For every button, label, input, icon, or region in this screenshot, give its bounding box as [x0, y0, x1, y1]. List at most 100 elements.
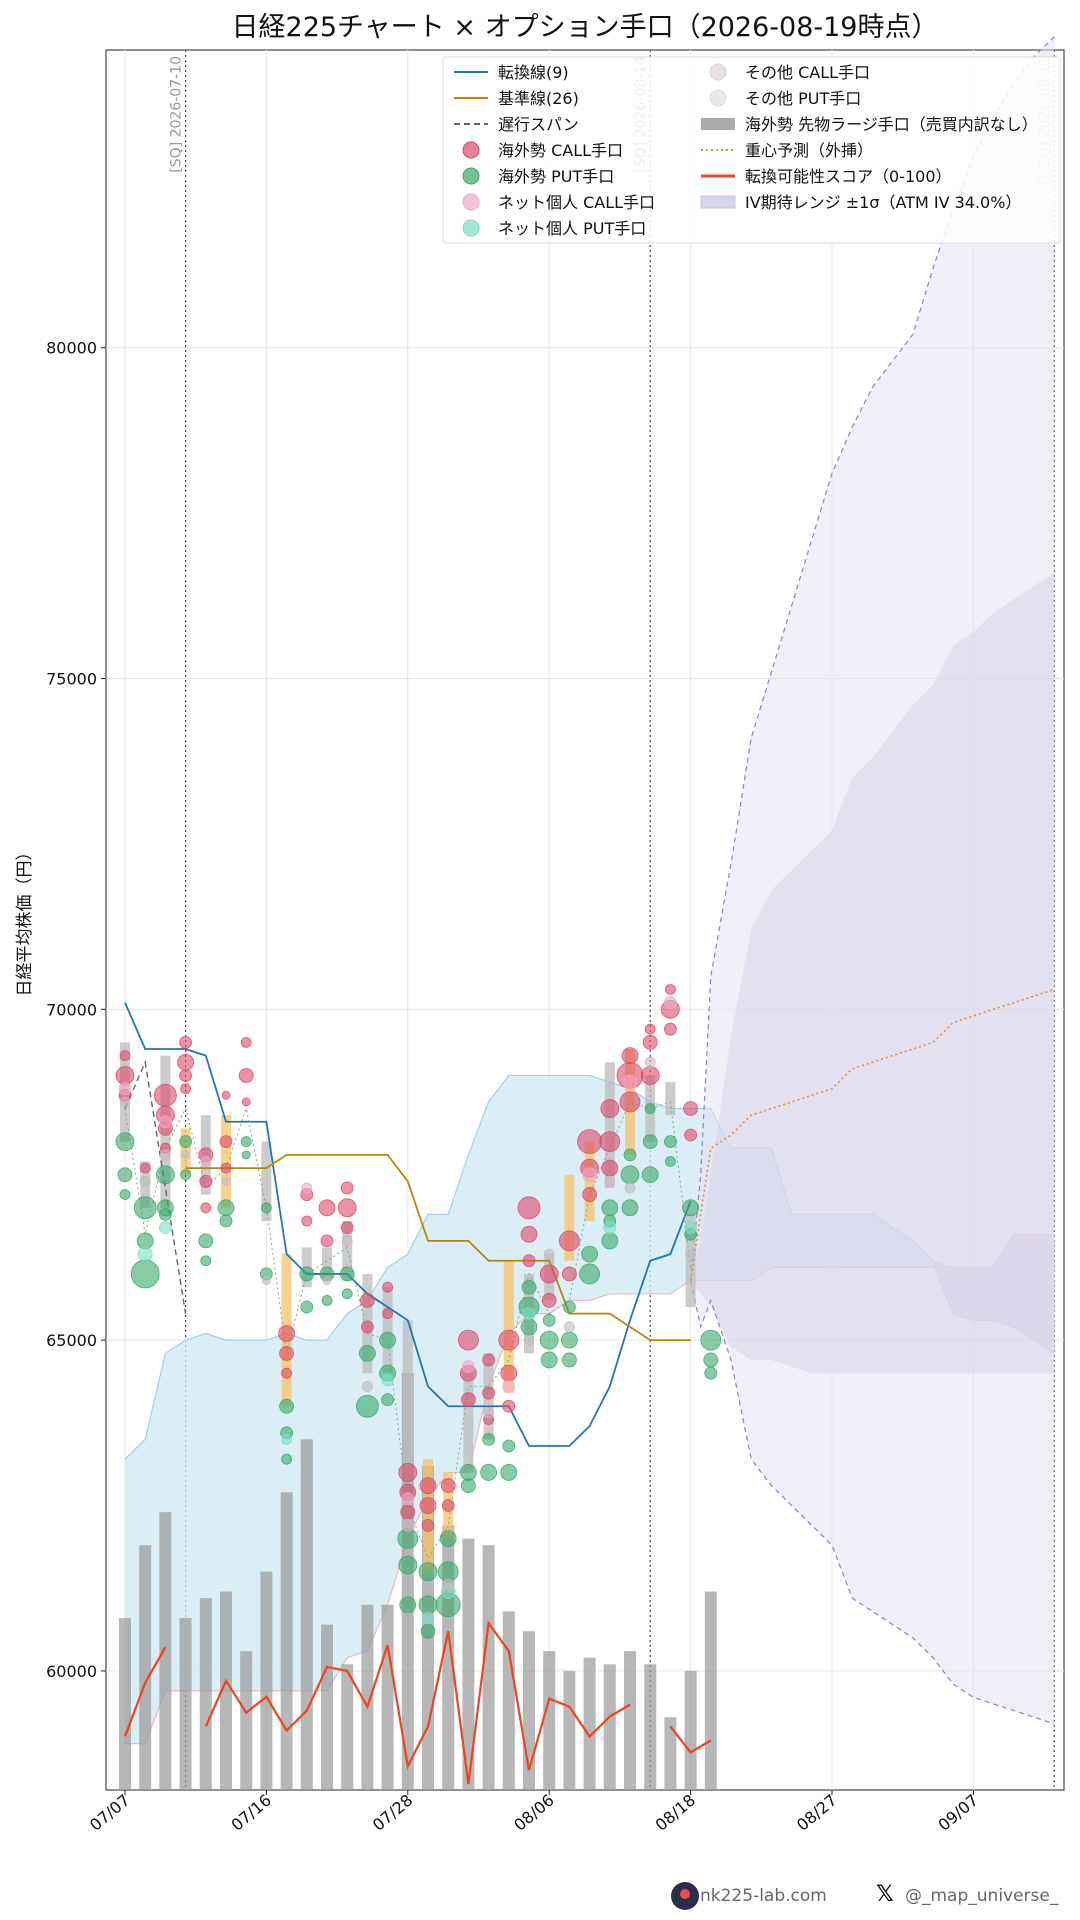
score-line: [204, 1620, 631, 1785]
option-dot: [278, 1325, 296, 1342]
option-dot: [641, 1166, 659, 1184]
option-dot: [421, 1611, 435, 1625]
option-dot: [220, 1162, 232, 1174]
option-dot: [563, 1300, 576, 1314]
option-dot: [198, 1233, 214, 1249]
option-dot: [619, 1091, 641, 1113]
option-dot: [119, 1096, 131, 1108]
option-dot: [522, 1307, 536, 1321]
option-dot: [360, 1320, 374, 1334]
futures-bar: [704, 1591, 717, 1790]
option-dot: [644, 1103, 656, 1114]
option-dot: [682, 1199, 699, 1217]
option-dot: [520, 1225, 538, 1243]
legend-swatch: [462, 141, 480, 159]
option-dot: [299, 1266, 315, 1282]
footer-site[interactable]: nk225-lab.com: [700, 1886, 827, 1906]
futures-bar: [664, 1717, 677, 1790]
option-dot: [200, 1202, 212, 1214]
kijun-line: [185, 1153, 691, 1342]
option-dot: [579, 1263, 600, 1285]
legend-swatch: [462, 219, 480, 237]
legend-label: ネット個人 CALL手口: [498, 193, 655, 212]
option-dot: [260, 1202, 272, 1214]
chart-title: 日経225チャート × オプション手口（2026-08-19時点）: [232, 12, 939, 43]
futures-bar: [563, 1670, 576, 1790]
legend-label: 転換可能性スコア（0-100）: [745, 167, 952, 186]
option-dot: [382, 1308, 394, 1320]
option-dot: [219, 1135, 233, 1149]
option-dot: [542, 1313, 556, 1327]
option-dot: [115, 1132, 135, 1152]
option-dot: [241, 1150, 251, 1160]
x-tick-label: 07/28: [369, 1791, 417, 1835]
option-dot: [502, 1380, 516, 1393]
option-dot: [684, 1221, 697, 1235]
option-dot: [483, 1407, 495, 1419]
option-dot: [401, 1518, 415, 1532]
footer-handle[interactable]: @_map_universe_: [905, 1886, 1059, 1906]
futures-bar: [240, 1651, 253, 1790]
option-dot: [382, 1281, 394, 1293]
option-dot: [199, 1174, 213, 1188]
option-dot: [153, 1083, 177, 1107]
option-dot: [358, 1344, 376, 1362]
option-dot: [130, 1259, 160, 1289]
option-dot: [685, 1248, 696, 1260]
option-dot: [523, 1334, 535, 1346]
option-dot: [400, 1504, 416, 1520]
option-dot: [502, 1439, 516, 1453]
option-dot: [539, 1264, 559, 1284]
iv-lower-line: [690, 1280, 1055, 1725]
option-dot: [381, 1373, 395, 1387]
price-range-bar: [382, 1287, 393, 1374]
option-dot: [179, 1069, 193, 1082]
option-dot: [665, 1156, 676, 1167]
option-dot: [281, 1453, 293, 1465]
option-dot: [418, 1562, 438, 1582]
option-dot: [684, 1128, 697, 1142]
option-dot: [398, 1463, 418, 1482]
option-dot: [219, 1214, 233, 1228]
x-tick-label: 08/18: [652, 1791, 700, 1835]
legend-label: 海外勢 PUT手口: [498, 167, 614, 186]
option-dot: [621, 1199, 639, 1217]
option-dot: [158, 1208, 172, 1221]
option-flow-dots: [115, 984, 722, 1639]
price-range-bar: [604, 1062, 615, 1188]
x-tick-label: 08/27: [793, 1791, 841, 1835]
option-dot: [581, 1245, 598, 1263]
option-dot: [398, 1555, 418, 1575]
option-dot: [181, 1150, 191, 1160]
option-dot: [439, 1530, 457, 1547]
y-tick-label: 80000: [46, 339, 97, 358]
option-dot: [522, 1254, 536, 1268]
option-dot: [180, 1169, 192, 1181]
legend-swatch: [462, 193, 480, 211]
option-dot: [321, 1295, 333, 1306]
option-dot: [482, 1386, 496, 1400]
tenkan-line: [124, 1002, 692, 1447]
option-dot: [539, 1330, 559, 1350]
centroid-forecast-line: [689, 988, 1055, 1281]
option-dot: [600, 1099, 620, 1118]
chikou-line: [124, 1059, 187, 1314]
score-line: [669, 1725, 712, 1754]
option-dot: [543, 1248, 555, 1260]
option-dot: [540, 1351, 558, 1369]
site-logo-icon: [671, 1882, 699, 1910]
option-dot: [379, 1331, 397, 1349]
option-dot: [221, 1090, 231, 1100]
option-dot: [115, 1066, 135, 1085]
option-dot: [179, 1135, 193, 1149]
legend-swatch: [462, 167, 480, 185]
option-dot: [642, 1034, 658, 1050]
option-dot: [240, 1036, 252, 1048]
option-dot: [119, 1189, 131, 1200]
futures-bar: [583, 1657, 596, 1790]
futures-bar: [280, 1492, 293, 1790]
legend-label: 海外勢 CALL手口: [498, 141, 623, 160]
option-dot: [640, 1066, 660, 1085]
price-range-bar: [402, 1320, 413, 1473]
